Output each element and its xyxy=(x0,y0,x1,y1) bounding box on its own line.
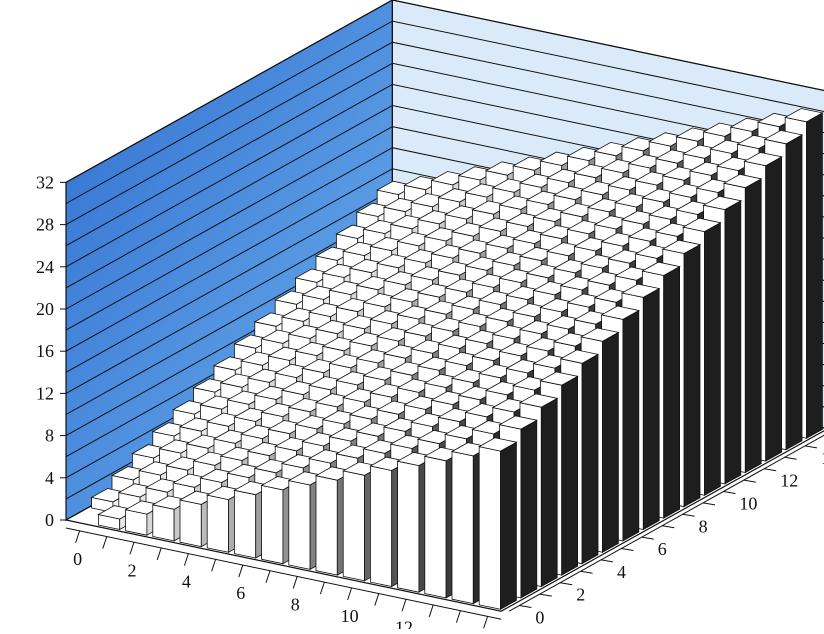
bar-side-face xyxy=(807,113,823,438)
y-tick xyxy=(764,469,776,471)
bar-front-face xyxy=(343,471,364,581)
bar-side-face xyxy=(582,354,598,563)
bar-side-face xyxy=(562,376,578,575)
bar-side-face xyxy=(541,398,557,586)
y-tick-label: 10 xyxy=(739,494,757,514)
y-tick xyxy=(621,549,633,551)
bar-front-face xyxy=(479,447,500,610)
x-tick-label: 0 xyxy=(73,549,82,569)
x-tick xyxy=(402,599,406,611)
z-tick-label: 20 xyxy=(36,299,54,319)
x-tick-label: 10 xyxy=(341,606,359,626)
bar-front-face xyxy=(370,466,391,587)
x-tick xyxy=(484,616,488,628)
y-tick xyxy=(683,514,695,516)
bar-side-face xyxy=(766,157,782,461)
x-tick-label: 12 xyxy=(395,617,413,629)
y-tick xyxy=(805,446,817,448)
y-tick xyxy=(785,457,797,459)
x-tick-label: 2 xyxy=(128,560,137,580)
bar-side-face xyxy=(664,267,680,518)
bar-front-face xyxy=(425,456,446,598)
y-tick xyxy=(601,560,613,562)
bar-side-face xyxy=(521,420,537,598)
bar-side-face xyxy=(643,289,659,530)
bar-side-face xyxy=(705,223,721,496)
x-tick xyxy=(320,582,324,594)
x-tick xyxy=(103,537,107,549)
x-tick xyxy=(293,576,297,588)
y-tick xyxy=(723,492,735,494)
y-tick-label: 4 xyxy=(617,562,626,582)
y-tick xyxy=(560,583,572,585)
x-tick xyxy=(184,554,188,566)
y-tick-label: 0 xyxy=(535,608,544,628)
bar-side-face xyxy=(684,245,700,507)
y-tick-label: 12 xyxy=(780,471,798,491)
bar-front-face xyxy=(180,500,201,547)
x-tick xyxy=(266,571,270,583)
x-tick xyxy=(429,605,433,617)
bar-front-face xyxy=(207,495,228,552)
x-tick xyxy=(239,565,243,577)
x-tick xyxy=(157,548,161,560)
bar-front-face xyxy=(398,461,419,592)
z-tick-label: 4 xyxy=(45,468,54,488)
z-tick-label: 8 xyxy=(45,426,54,446)
bar-front-face xyxy=(452,452,473,604)
bar-front-face xyxy=(153,505,174,541)
z-tick-label: 28 xyxy=(36,215,54,235)
x-tick-label: 8 xyxy=(291,594,300,614)
z-tick-label: 24 xyxy=(36,257,54,277)
y-tick xyxy=(744,480,756,482)
z-tick-label: 0 xyxy=(45,510,54,530)
bar-side-face xyxy=(725,201,741,484)
bar-front-face xyxy=(316,476,337,575)
bar-side-face xyxy=(623,311,639,541)
y-tick xyxy=(703,503,715,505)
z-tick-label: 16 xyxy=(36,341,54,361)
bar-front-face xyxy=(262,485,283,563)
y-tick xyxy=(540,594,552,596)
y-tick-label: 2 xyxy=(576,585,585,605)
z-tick-label: 32 xyxy=(36,172,54,192)
bar-front-face xyxy=(289,481,310,570)
x-tick-label: 6 xyxy=(236,583,245,603)
bar-side-face xyxy=(603,332,619,552)
x-tick xyxy=(130,542,134,554)
bar-side-face xyxy=(745,179,761,473)
z-tick-label: 12 xyxy=(36,383,54,403)
bar-side-face xyxy=(501,442,517,609)
y-tick xyxy=(581,571,593,573)
y-tick xyxy=(642,537,654,539)
bar xyxy=(479,438,516,610)
y-tick xyxy=(662,526,674,528)
bar-front-face xyxy=(234,490,255,558)
y-tick-label: 8 xyxy=(699,516,708,536)
x-tick xyxy=(456,611,460,623)
y-tick xyxy=(519,606,531,608)
x-tick xyxy=(212,559,216,571)
y-tick-label: 6 xyxy=(658,539,667,559)
bar-side-face xyxy=(786,135,802,450)
x-tick xyxy=(375,594,379,606)
x-tick-label: 4 xyxy=(182,572,191,592)
x-tick xyxy=(348,588,352,600)
x-tick xyxy=(76,531,80,543)
